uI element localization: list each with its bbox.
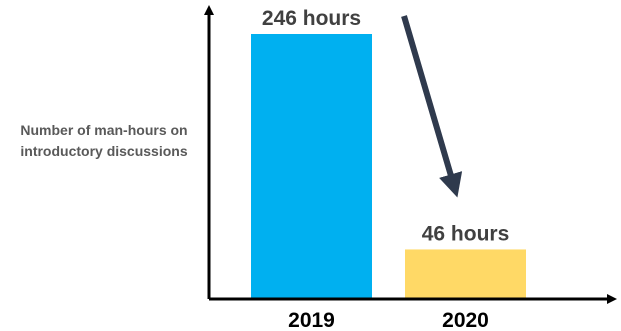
x-tick-label-2020: 2020 [442,309,489,331]
x-tick-label-2019: 2019 [288,309,335,331]
trend-arrow [401,15,463,198]
bar-2020 [405,249,526,299]
data-label-2020: 46 hours [422,222,510,245]
y-axis-label-line-1: Number of man-hours on [20,122,188,138]
y-axis-label-line-2: introductory discussions [20,143,188,159]
data-label-2019: 246 hours [262,7,361,30]
bar-2019 [251,34,372,299]
y-axis-label: Number of man-hours on introductory disc… [4,120,204,162]
